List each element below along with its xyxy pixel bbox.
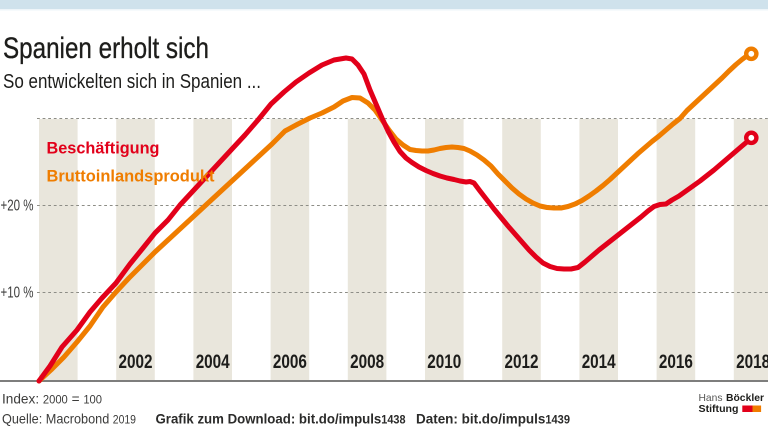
svg-text:Hans: Hans xyxy=(699,392,723,404)
svg-text:Spanien erholt sich: Spanien erholt sich xyxy=(3,32,209,65)
svg-text:2008: 2008 xyxy=(350,352,384,373)
svg-text:2004: 2004 xyxy=(196,352,230,373)
svg-text:Böckler: Böckler xyxy=(726,392,764,404)
svg-text:Beschäftigung: Beschäftigung xyxy=(47,139,160,158)
svg-text:2018: 2018 xyxy=(736,352,768,373)
svg-text:2016: 2016 xyxy=(659,352,693,373)
svg-text:+20 %: +20 % xyxy=(1,197,34,214)
svg-text:Daten: bit.do/impuls1439: Daten: bit.do/impuls1439 xyxy=(416,411,570,427)
svg-text:So entwickelten sich in Spanie: So entwickelten sich in Spanien ... xyxy=(3,71,261,93)
svg-text:2002: 2002 xyxy=(119,352,153,373)
svg-text:2012: 2012 xyxy=(505,352,539,373)
svg-text:Grafik zum Download: bit.do/im: Grafik zum Download: bit.do/impuls1438 xyxy=(156,411,407,427)
svg-text:Stiftung: Stiftung xyxy=(699,403,739,415)
svg-text:Quelle: Macrobond 2019: Quelle: Macrobond 2019 xyxy=(2,411,136,427)
svg-text:2006: 2006 xyxy=(273,352,307,373)
svg-text:Index: 2000 = 100: Index: 2000 = 100 xyxy=(2,391,102,407)
svg-text:+10 %: +10 % xyxy=(1,284,34,301)
svg-text:2010: 2010 xyxy=(427,352,461,373)
svg-text:Bruttoinlandsprodukt: Bruttoinlandsprodukt xyxy=(47,167,215,186)
svg-text:2014: 2014 xyxy=(582,352,616,373)
